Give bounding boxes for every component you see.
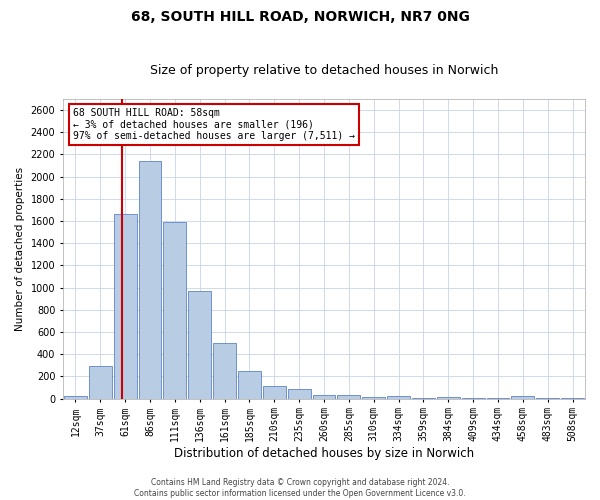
Y-axis label: Number of detached properties: Number of detached properties [15,166,25,331]
Bar [213,343,236,398]
Bar [89,366,112,398]
Bar [163,222,186,398]
Bar [287,388,311,398]
Bar [113,214,137,398]
Text: 68 SOUTH HILL ROAD: 58sqm
← 3% of detached houses are smaller (196)
97% of semi-: 68 SOUTH HILL ROAD: 58sqm ← 3% of detach… [73,108,355,141]
Bar [511,396,534,398]
Bar [313,394,335,398]
Title: Size of property relative to detached houses in Norwich: Size of property relative to detached ho… [150,64,498,77]
Bar [263,386,286,398]
Bar [337,395,360,398]
Bar [238,372,261,398]
Bar [188,291,211,399]
Bar [139,161,161,398]
Text: Contains HM Land Registry data © Crown copyright and database right 2024.
Contai: Contains HM Land Registry data © Crown c… [134,478,466,498]
Text: 68, SOUTH HILL ROAD, NORWICH, NR7 0NG: 68, SOUTH HILL ROAD, NORWICH, NR7 0NG [131,10,469,24]
Bar [437,397,460,398]
Bar [64,396,87,398]
X-axis label: Distribution of detached houses by size in Norwich: Distribution of detached houses by size … [174,447,474,460]
Bar [387,396,410,398]
